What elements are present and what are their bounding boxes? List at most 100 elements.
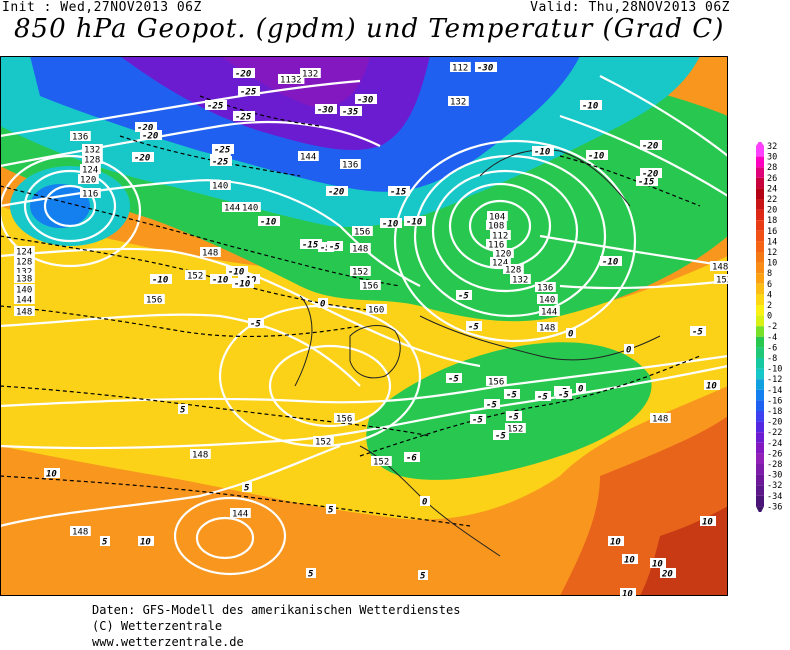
- legend-tick-label: 0: [767, 312, 772, 322]
- geopotential-label: 136: [342, 161, 358, 171]
- temperature-label-bg: [210, 274, 232, 284]
- temperature-label: -10: [152, 276, 169, 286]
- geopotential-label: 148: [712, 263, 728, 273]
- temperature-label-bg: [318, 242, 334, 252]
- temperature-label-bg: [506, 411, 522, 421]
- legend-tick-label: -6: [767, 343, 777, 353]
- temperature-label: -5: [506, 391, 517, 401]
- geopotential-label-bg: [210, 180, 231, 190]
- temperature-label: 5: [308, 570, 314, 580]
- temperature-label-bg: [327, 241, 343, 251]
- geopotential-label-bg: [486, 376, 507, 386]
- legend-tick-label: 4: [767, 290, 772, 300]
- isohypse: [0, 121, 381, 168]
- geopotential-label-bg: [366, 304, 387, 314]
- isotherm: [559, 155, 701, 207]
- geopotential-label: 156: [362, 282, 378, 292]
- geopotential-label-bg: [14, 284, 35, 294]
- low-pressure-ring: [393, 139, 637, 343]
- temperature-label: -5: [448, 375, 459, 385]
- coastline: [419, 315, 661, 361]
- geopotential-label-bg: [486, 220, 507, 230]
- temperature-label-bg: [576, 383, 586, 393]
- temperature-label: -10: [234, 280, 251, 290]
- geopotential-label: 116: [488, 241, 504, 251]
- temperature-label-bg: [233, 68, 255, 78]
- geopotential-label-bg: [14, 273, 35, 283]
- geopotential-label-bg: [82, 154, 103, 164]
- geopotential-label-bg: [539, 306, 560, 316]
- legend-swatch: [756, 474, 764, 486]
- temperature-label: -10: [602, 258, 619, 268]
- geopotential-label-bg: [278, 74, 305, 84]
- geopotential-label: 144: [16, 296, 32, 306]
- temperature-label: -10: [582, 102, 599, 112]
- low-pressure-ring: [0, 154, 142, 268]
- geopotential-label: 152: [716, 276, 728, 286]
- geopotential-label-bg: [490, 230, 511, 240]
- temperature-label: -15: [390, 188, 407, 198]
- coastline: [349, 325, 401, 379]
- geopotential-label: 148: [202, 249, 218, 259]
- geopotential-label-bg: [144, 294, 165, 304]
- geopotential-label: 124: [82, 166, 98, 176]
- temperature-label-bg: [135, 122, 157, 132]
- legend-swatch: [756, 421, 764, 433]
- geopotential-label: 136: [72, 133, 88, 143]
- geopotential-label: 124: [492, 259, 508, 269]
- isotherm: [0, 185, 401, 287]
- legend-swatch: [756, 209, 764, 221]
- coastline: [294, 295, 313, 387]
- init-time: Init : Wed,27NOV2013 06Z: [2, 0, 202, 15]
- isotherm: [0, 475, 471, 527]
- legend-swatch: [756, 485, 764, 496]
- legend-tick-label: -10: [767, 365, 782, 375]
- geopotential-label: 152: [315, 438, 331, 448]
- geopotential-label: 128: [16, 258, 32, 268]
- geopotential-label: 152: [507, 425, 523, 435]
- legend-arrow: [756, 506, 764, 515]
- temperature-label-bg: [420, 496, 430, 506]
- temperature-label-bg: [380, 218, 402, 228]
- low-pressure-ring: [448, 182, 552, 270]
- geopotential-label-bg: [535, 282, 556, 292]
- legend-swatch: [756, 273, 764, 284]
- legend-tick-label: -16: [767, 396, 782, 406]
- temperature-label: -30: [317, 106, 334, 116]
- temperature-label-bg: [233, 111, 255, 121]
- temperature-label-bg: [226, 266, 248, 276]
- temperature-label-bg: [238, 86, 260, 96]
- legend-tick-label: -12: [767, 375, 782, 385]
- geopotential-label-bg: [185, 270, 206, 280]
- legend-swatch: [756, 156, 764, 168]
- legend-swatch: [756, 177, 764, 189]
- geopotential-label-bg: [493, 248, 514, 258]
- geopotential-label: 138: [16, 275, 32, 285]
- geopotential-label-bg: [313, 436, 334, 446]
- legend-swatch: [756, 389, 764, 401]
- temperature-label: 0: [320, 300, 326, 310]
- temperature-label-bg: [212, 144, 234, 154]
- temperature-label: -20: [235, 70, 252, 80]
- geopotential-label: 148: [539, 324, 555, 334]
- geopotential-label: 140: [539, 296, 555, 306]
- temperature-label: -20: [642, 170, 659, 180]
- legend-tick-label: -14: [767, 386, 782, 396]
- temperature-label: -25: [212, 158, 229, 168]
- temperature-label-bg: [484, 399, 500, 409]
- temperature-label: -20: [137, 124, 154, 134]
- geopotential-label-bg: [14, 266, 35, 276]
- legend-tick-label: -18: [767, 407, 782, 417]
- geopotential-label-bg: [650, 413, 671, 423]
- temperature-label-bg: [622, 554, 638, 564]
- legend-swatch: [756, 262, 764, 274]
- credit-line: Daten: GFS-Modell des amerikanischen Wet…: [92, 603, 461, 617]
- temperature-label: -10: [260, 218, 277, 228]
- geopotential-label: 152: [187, 272, 203, 282]
- legend-tick-label: 28: [767, 163, 777, 173]
- temperature-label-bg: [232, 278, 254, 288]
- temperature-label-bg: [306, 568, 316, 578]
- geopotential-label-bg: [14, 306, 35, 316]
- legend-tick-label: -26: [767, 449, 782, 459]
- temperature-label: -10: [212, 276, 229, 286]
